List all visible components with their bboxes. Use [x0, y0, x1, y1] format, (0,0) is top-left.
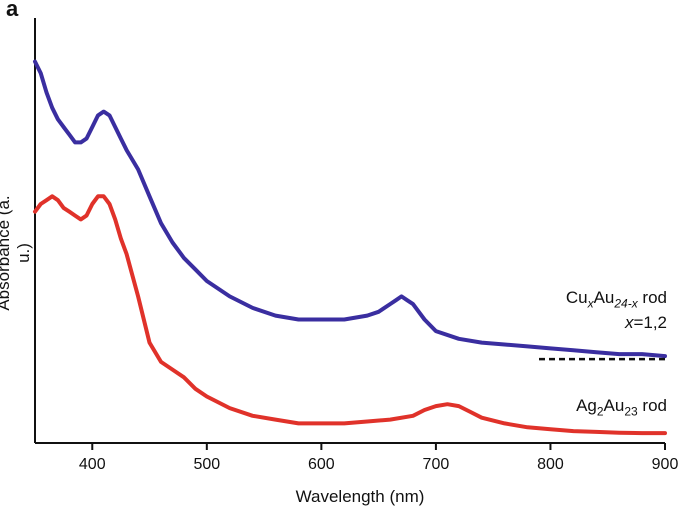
x-tick-label-600: 600: [308, 456, 335, 473]
legend-cuxau-line2: x=1,2: [557, 313, 667, 332]
legend-rod: rod: [637, 288, 667, 307]
legend-au: Au: [593, 288, 615, 307]
axes: [34, 18, 665, 444]
legend-x-var: x: [624, 313, 634, 333]
series-line-cuxau-rod: [33, 59, 667, 359]
x-ticks: 400 500 600 700 800 900: [79, 443, 679, 473]
legend-cuxau-rod: CuxAu24-x rod x=1,2: [557, 288, 667, 332]
x-tick-label-900: 900: [652, 456, 679, 473]
legend-au2: Au: [603, 396, 625, 415]
x-axis-label: Wavelength (nm): [295, 487, 425, 506]
legend-cu-sub: x: [587, 296, 594, 311]
legend-au-sub: 24-x: [614, 296, 638, 311]
x-tick-label-700: 700: [423, 456, 450, 473]
x-tick-label-800: 800: [537, 456, 564, 473]
series-layer: [33, 59, 667, 436]
series-line-ag2au23-rod: [33, 194, 667, 436]
legend-ag-sub: 2: [596, 404, 604, 419]
y-axis-label: Absorbance (a. u.): [0, 195, 33, 311]
legend-x-values: =1,2: [633, 313, 667, 333]
x-tick-label-500: 500: [193, 456, 220, 473]
legend-cuxau-line1: CuxAu24-x rod: [557, 288, 667, 313]
panel-label: a: [6, 0, 19, 21]
legend-rod2: rod: [637, 396, 667, 415]
legend-cu: Cu: [565, 288, 588, 307]
legend-ag: Ag: [576, 396, 597, 415]
x-tick-label-400: 400: [79, 456, 106, 473]
legend-ag2au23-rod: Ag2Au23 rod: [557, 396, 667, 421]
legend-au2-sub: 23: [624, 404, 638, 419]
